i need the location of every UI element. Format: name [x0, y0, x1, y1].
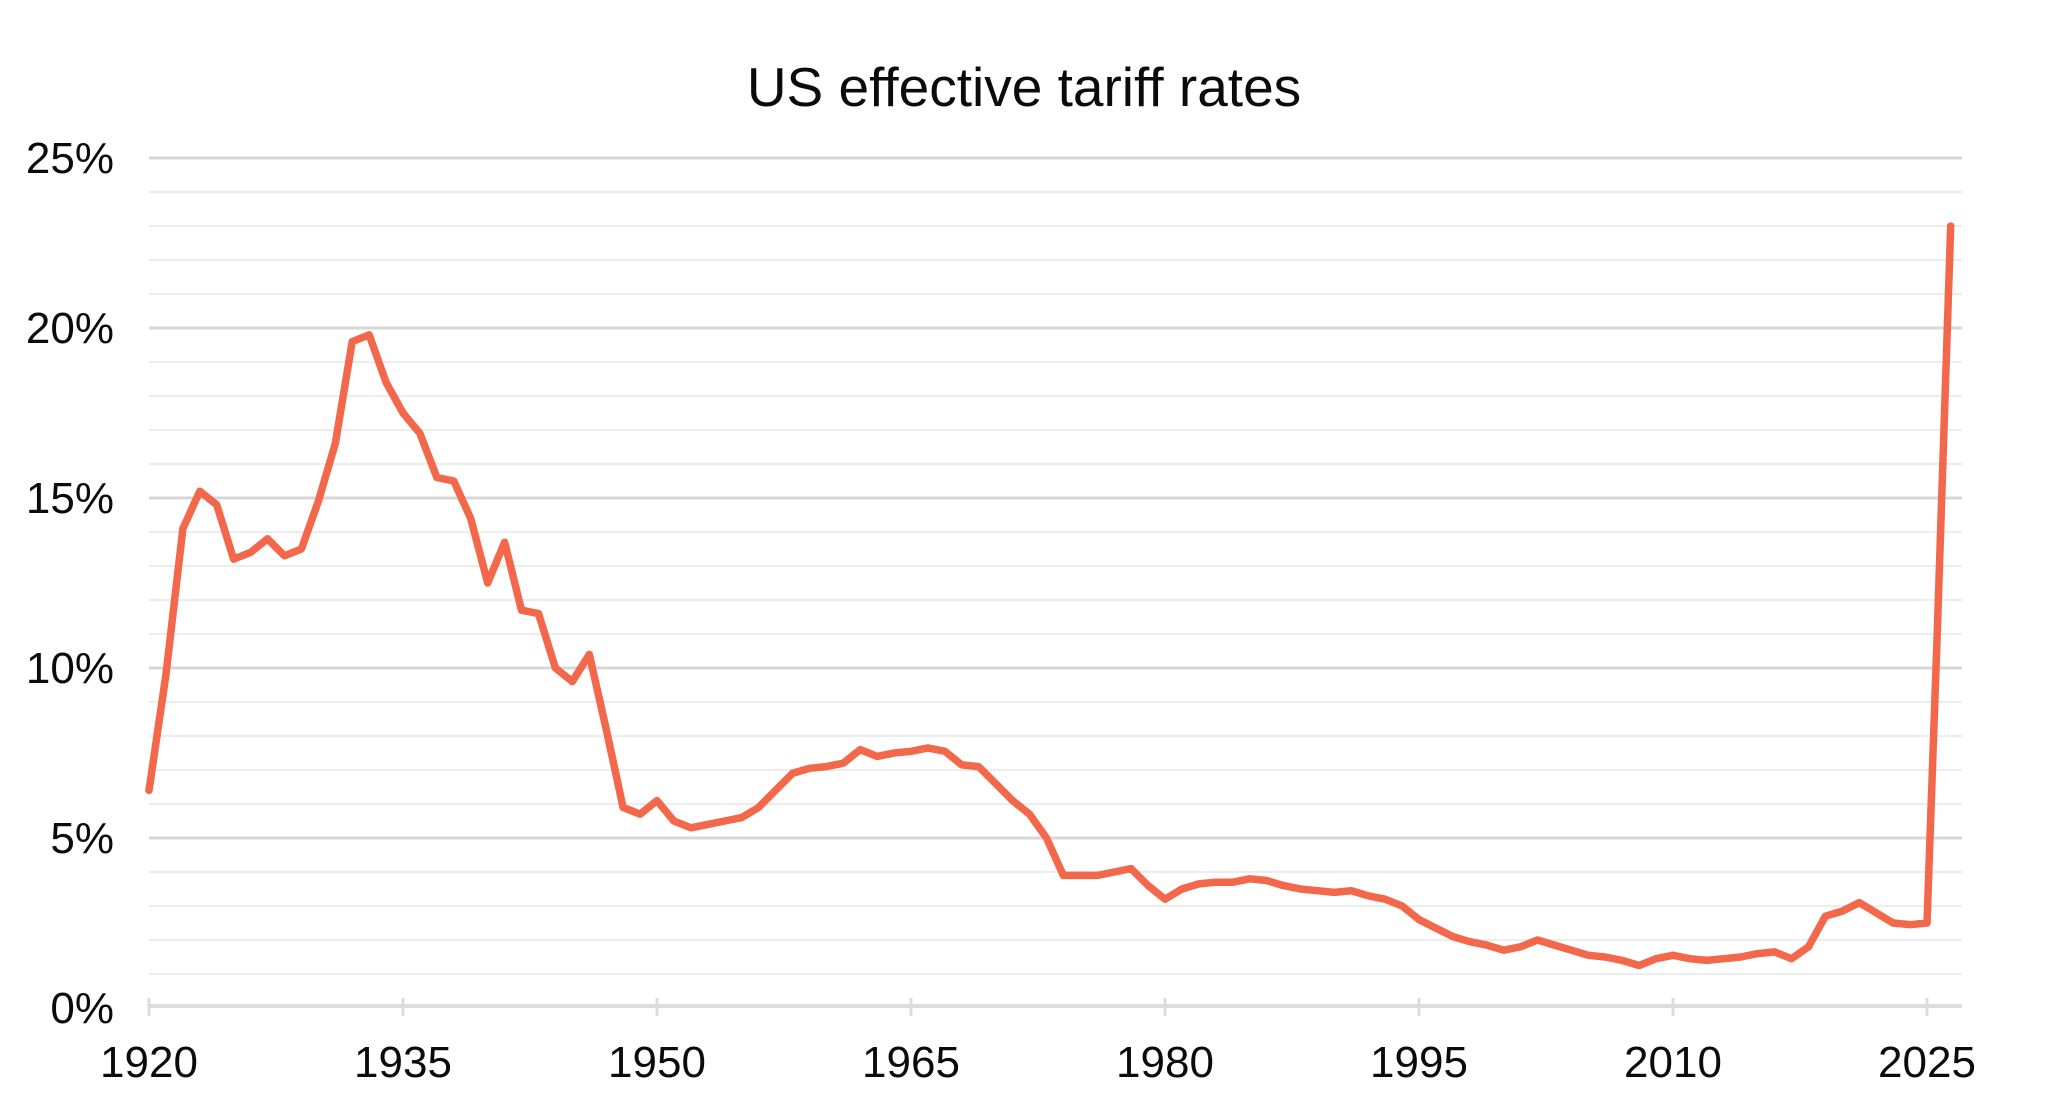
- gridlines-major: [149, 156, 1962, 840]
- x-tick-label-1965: 1965: [862, 1038, 960, 1087]
- x-axis-labels: 1920 1935 1950 1965 1980 1995 2010 2025: [100, 1038, 1976, 1087]
- chart-title: US effective tariff rates: [747, 56, 1301, 118]
- y-tick-label-0%: 0%: [50, 984, 114, 1033]
- x-axis: [147, 998, 1962, 1016]
- x-tick-label-1950: 1950: [608, 1038, 706, 1087]
- gridlines-minor: [149, 191, 1962, 975]
- x-tick-label-2025: 2025: [1878, 1038, 1976, 1087]
- y-tick-label-5%: 5%: [50, 814, 114, 863]
- tariff-rate-line: [145, 222, 1955, 970]
- x-tick-label-2010: 2010: [1624, 1038, 1722, 1087]
- y-tick-label-10%: 10%: [26, 644, 114, 693]
- y-tick-label-20%: 20%: [26, 304, 114, 353]
- y-axis-labels: 0% 5% 10% 15% 20% 25%: [26, 134, 114, 1033]
- x-tick-label-1995: 1995: [1370, 1038, 1468, 1087]
- x-tick-label-1920: 1920: [100, 1038, 198, 1087]
- y-tick-label-15%: 15%: [26, 474, 114, 523]
- y-tick-label-25%: 25%: [26, 134, 114, 183]
- x-tick-label-1980: 1980: [1116, 1038, 1214, 1087]
- x-tick-label-1935: 1935: [354, 1038, 452, 1087]
